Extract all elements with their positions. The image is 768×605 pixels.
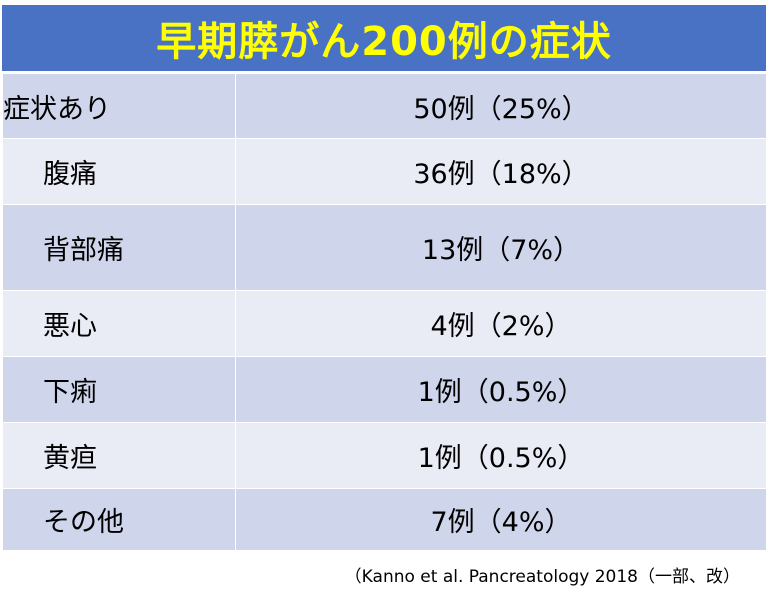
row-value: 7例（4%） (235, 488, 767, 551)
table-row: 黄疸 1例（0.5%） (2, 422, 767, 489)
row-label: 悪心 (2, 290, 236, 357)
table-row: その他 7例（4%） (2, 488, 767, 551)
row-label: 背部痛 (2, 204, 236, 291)
row-value: 4例（2%） (235, 290, 767, 357)
row-value: 36例（18%） (235, 138, 767, 205)
row-value: 50例（25%） (235, 73, 767, 139)
title-bar: 早期膵がん200例の症状 (2, 5, 766, 71)
table-row: 背部痛 13例（7%） (2, 204, 767, 291)
row-label: 症状あり (2, 73, 236, 139)
row-label: 黄疸 (2, 422, 236, 489)
table-row: 下痢 1例（0.5%） (2, 356, 767, 423)
row-label: その他 (2, 488, 236, 551)
symptom-table: 症状あり 50例（25%） 腹痛 36例（18%） 背部痛 13例（7%） 悪心… (2, 73, 767, 551)
row-label: 腹痛 (2, 138, 236, 205)
table-row: 腹痛 36例（18%） (2, 138, 767, 205)
table-row: 悪心 4例（2%） (2, 290, 767, 357)
row-value: 13例（7%） (235, 204, 767, 291)
row-label: 下痢 (2, 356, 236, 423)
row-value: 1例（0.5%） (235, 422, 767, 489)
slide-title: 早期膵がん200例の症状 (156, 19, 612, 65)
citation: （Kanno et al. Pancreatology 2018（一部、改） (344, 567, 740, 587)
table-row: 症状あり 50例（25%） (2, 73, 767, 139)
row-value: 1例（0.5%） (235, 356, 767, 423)
